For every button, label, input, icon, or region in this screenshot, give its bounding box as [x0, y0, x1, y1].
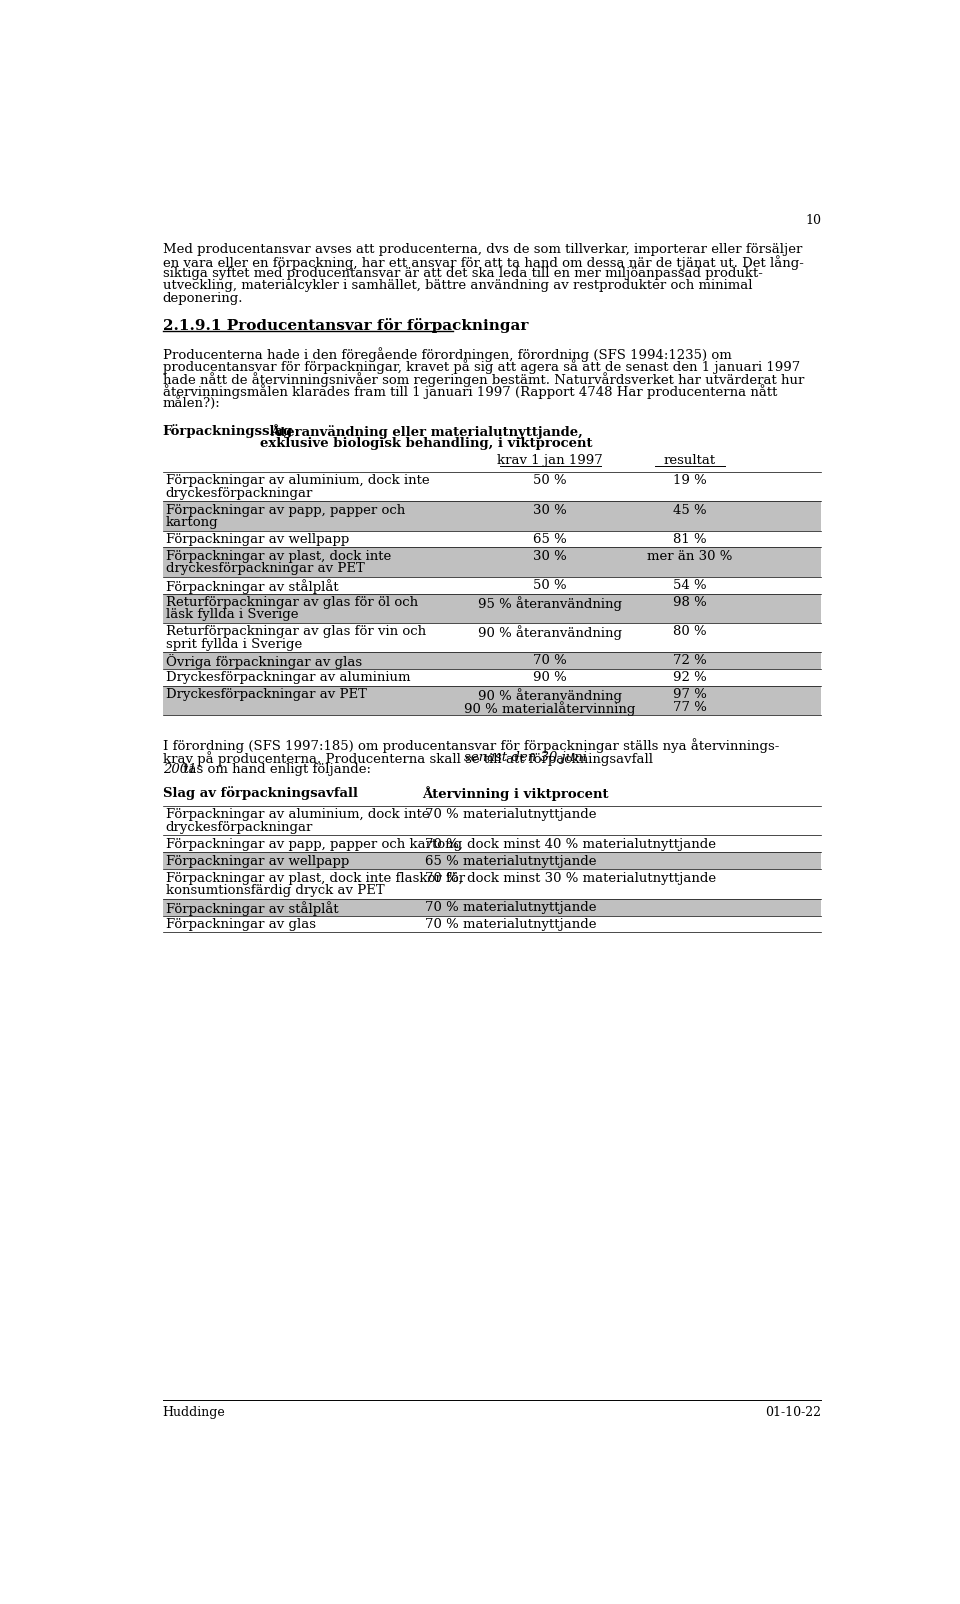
- Text: 50 %: 50 %: [534, 475, 567, 488]
- Text: läsk fyllda i Sverige: läsk fyllda i Sverige: [166, 608, 299, 621]
- Text: 19 %: 19 %: [673, 475, 707, 488]
- Text: 97 %: 97 %: [673, 688, 707, 701]
- Text: konsumtionsfärdig dryck av PET: konsumtionsfärdig dryck av PET: [166, 884, 384, 897]
- Text: Med producentansvar avses att producenterna, dvs de som tillverkar, importerar e: Med producentansvar avses att producente…: [162, 242, 802, 255]
- Text: senast den 30 juni: senast den 30 juni: [464, 751, 587, 764]
- Text: deponering.: deponering.: [162, 292, 243, 305]
- Text: kartong: kartong: [166, 516, 218, 529]
- Bar: [162, 547, 822, 577]
- Text: 72 %: 72 %: [673, 654, 707, 667]
- Text: Returförpackningar av glas för öl och: Returförpackningar av glas för öl och: [166, 597, 418, 610]
- Bar: [162, 593, 822, 622]
- Text: dryckesförpackningar: dryckesförpackningar: [166, 486, 313, 499]
- Text: Återanvändning eller materialutnyttjande,: Återanvändning eller materialutnyttjande…: [270, 423, 583, 439]
- Text: 01-10-22: 01-10-22: [765, 1407, 822, 1420]
- Text: dryckesförpackningar av PET: dryckesförpackningar av PET: [166, 561, 365, 576]
- Text: Förpackningsslag: Förpackningsslag: [162, 423, 293, 438]
- Text: 65 % materialutnyttjande: 65 % materialutnyttjande: [425, 855, 597, 868]
- Text: Övriga förpackningar av glas: Övriga förpackningar av glas: [166, 654, 362, 669]
- Text: 90 % återanvändning: 90 % återanvändning: [478, 688, 622, 703]
- Text: dryckesförpackningar: dryckesförpackningar: [166, 821, 313, 834]
- Text: 65 %: 65 %: [533, 533, 567, 545]
- Text: resultat: resultat: [663, 454, 716, 467]
- Text: 2.1.9.1 Producentansvar för förpackningar: 2.1.9.1 Producentansvar för förpackninga…: [162, 318, 528, 334]
- Text: målen?):: målen?):: [162, 396, 221, 411]
- Text: mer än 30 %: mer än 30 %: [647, 550, 732, 563]
- Text: Dryckesförpackningar av aluminium: Dryckesförpackningar av aluminium: [166, 672, 410, 685]
- Text: Förpackningar av papp, papper och: Förpackningar av papp, papper och: [166, 504, 405, 516]
- Text: 90 % materialåtervinning: 90 % materialåtervinning: [465, 701, 636, 715]
- Text: Förpackningar av glas: Förpackningar av glas: [166, 917, 316, 930]
- Text: 70 %, dock minst 30 % materialutnyttjande: 70 %, dock minst 30 % materialutnyttjand…: [425, 871, 716, 885]
- Bar: [162, 502, 822, 531]
- Bar: [162, 852, 822, 869]
- Bar: [162, 687, 822, 715]
- Text: krav 1 jan 1997: krav 1 jan 1997: [497, 454, 603, 467]
- Text: tas om hand enligt följande:: tas om hand enligt följande:: [179, 764, 371, 776]
- Bar: [162, 653, 822, 669]
- Text: krav på producenterna. Producenterna skall se till att förpackningsavfall: krav på producenterna. Producenterna ska…: [162, 751, 657, 765]
- Text: 70 % materialutnyttjande: 70 % materialutnyttjande: [425, 901, 597, 914]
- Text: 70 %, dock minst 40 % materialutnyttjande: 70 %, dock minst 40 % materialutnyttjand…: [425, 837, 716, 850]
- Text: Förpackningar av papp, papper och kartong: Förpackningar av papp, papper och karton…: [166, 837, 462, 850]
- Text: 77 %: 77 %: [673, 701, 707, 714]
- Text: återvinningsmålen klarades fram till 1 januari 1997 (Rapport 4748 Har producente: återvinningsmålen klarades fram till 1 j…: [162, 385, 777, 399]
- Text: Förpackningar av plast, dock inte flaskor för: Förpackningar av plast, dock inte flasko…: [166, 871, 465, 885]
- Text: Förpackningar av stålplåt: Förpackningar av stålplåt: [166, 901, 338, 916]
- Text: 80 %: 80 %: [673, 626, 707, 638]
- Text: Huddinge: Huddinge: [162, 1407, 226, 1420]
- Text: 10: 10: [805, 213, 822, 228]
- Text: Returförpackningar av glas för vin och: Returförpackningar av glas för vin och: [166, 626, 426, 638]
- Text: 54 %: 54 %: [673, 579, 707, 592]
- Text: 70 %: 70 %: [533, 654, 567, 667]
- Text: Förpackningar av wellpapp: Förpackningar av wellpapp: [166, 855, 349, 868]
- Text: 2001: 2001: [162, 764, 196, 776]
- Bar: [162, 898, 822, 916]
- Text: Förpackningar av aluminium, dock inte: Förpackningar av aluminium, dock inte: [166, 808, 429, 821]
- Text: exklusive biologisk behandling, i viktprocent: exklusive biologisk behandling, i viktpr…: [260, 436, 592, 449]
- Text: 95 % återanvändning: 95 % återanvändning: [478, 597, 622, 611]
- Text: utveckling, materialcykler i samhället, bättre användning av restprodukter och m: utveckling, materialcykler i samhället, …: [162, 279, 752, 292]
- Text: 98 %: 98 %: [673, 597, 707, 610]
- Text: Förpackningar av wellpapp: Förpackningar av wellpapp: [166, 533, 349, 545]
- Text: hade nått de återvinningsnivåer som regeringen bestämt. Naturvårdsverket har utv: hade nått de återvinningsnivåer som rege…: [162, 372, 804, 387]
- Text: Förpackningar av plast, dock inte: Förpackningar av plast, dock inte: [166, 550, 391, 563]
- Text: 30 %: 30 %: [533, 504, 567, 516]
- Text: en vara eller en förpackning, har ett ansvar för att ta hand om dessa när de tjä: en vara eller en förpackning, har ett an…: [162, 255, 804, 269]
- Text: 50 %: 50 %: [534, 579, 567, 592]
- Text: producentansvar för förpackningar, kravet på sig att agera så att de senast den : producentansvar för förpackningar, krave…: [162, 359, 800, 374]
- Text: Dryckesförpackningar av PET: Dryckesförpackningar av PET: [166, 688, 367, 701]
- Text: Återvinning i viktprocent: Återvinning i viktprocent: [422, 786, 609, 800]
- Text: 70 % materialutnyttjande: 70 % materialutnyttjande: [425, 917, 597, 930]
- Text: 70 % materialutnyttjande: 70 % materialutnyttjande: [425, 808, 597, 821]
- Text: 45 %: 45 %: [673, 504, 707, 516]
- Text: Förpackningar av stålplåt: Förpackningar av stålplåt: [166, 579, 338, 593]
- Text: 30 %: 30 %: [533, 550, 567, 563]
- Text: 92 %: 92 %: [673, 672, 707, 685]
- Text: Slag av förpackningsavfall: Slag av förpackningsavfall: [162, 786, 358, 800]
- Text: 81 %: 81 %: [673, 533, 707, 545]
- Text: sprit fyllda i Sverige: sprit fyllda i Sverige: [166, 637, 302, 651]
- Text: I förordning (SFS 1997:185) om producentansvar för förpackningar ställs nya åter: I förordning (SFS 1997:185) om producent…: [162, 738, 779, 754]
- Text: Producenterna hade i den föregående förordningen, förordning (SFS 1994:1235) om: Producenterna hade i den föregående föro…: [162, 346, 732, 363]
- Text: siktiga syftet med producentansvar är att det ska leda till en mer miljöanpassad: siktiga syftet med producentansvar är at…: [162, 268, 762, 281]
- Text: 90 % återanvändning: 90 % återanvändning: [478, 626, 622, 640]
- Text: Förpackningar av aluminium, dock inte: Förpackningar av aluminium, dock inte: [166, 475, 429, 488]
- Text: 90 %: 90 %: [533, 672, 567, 685]
